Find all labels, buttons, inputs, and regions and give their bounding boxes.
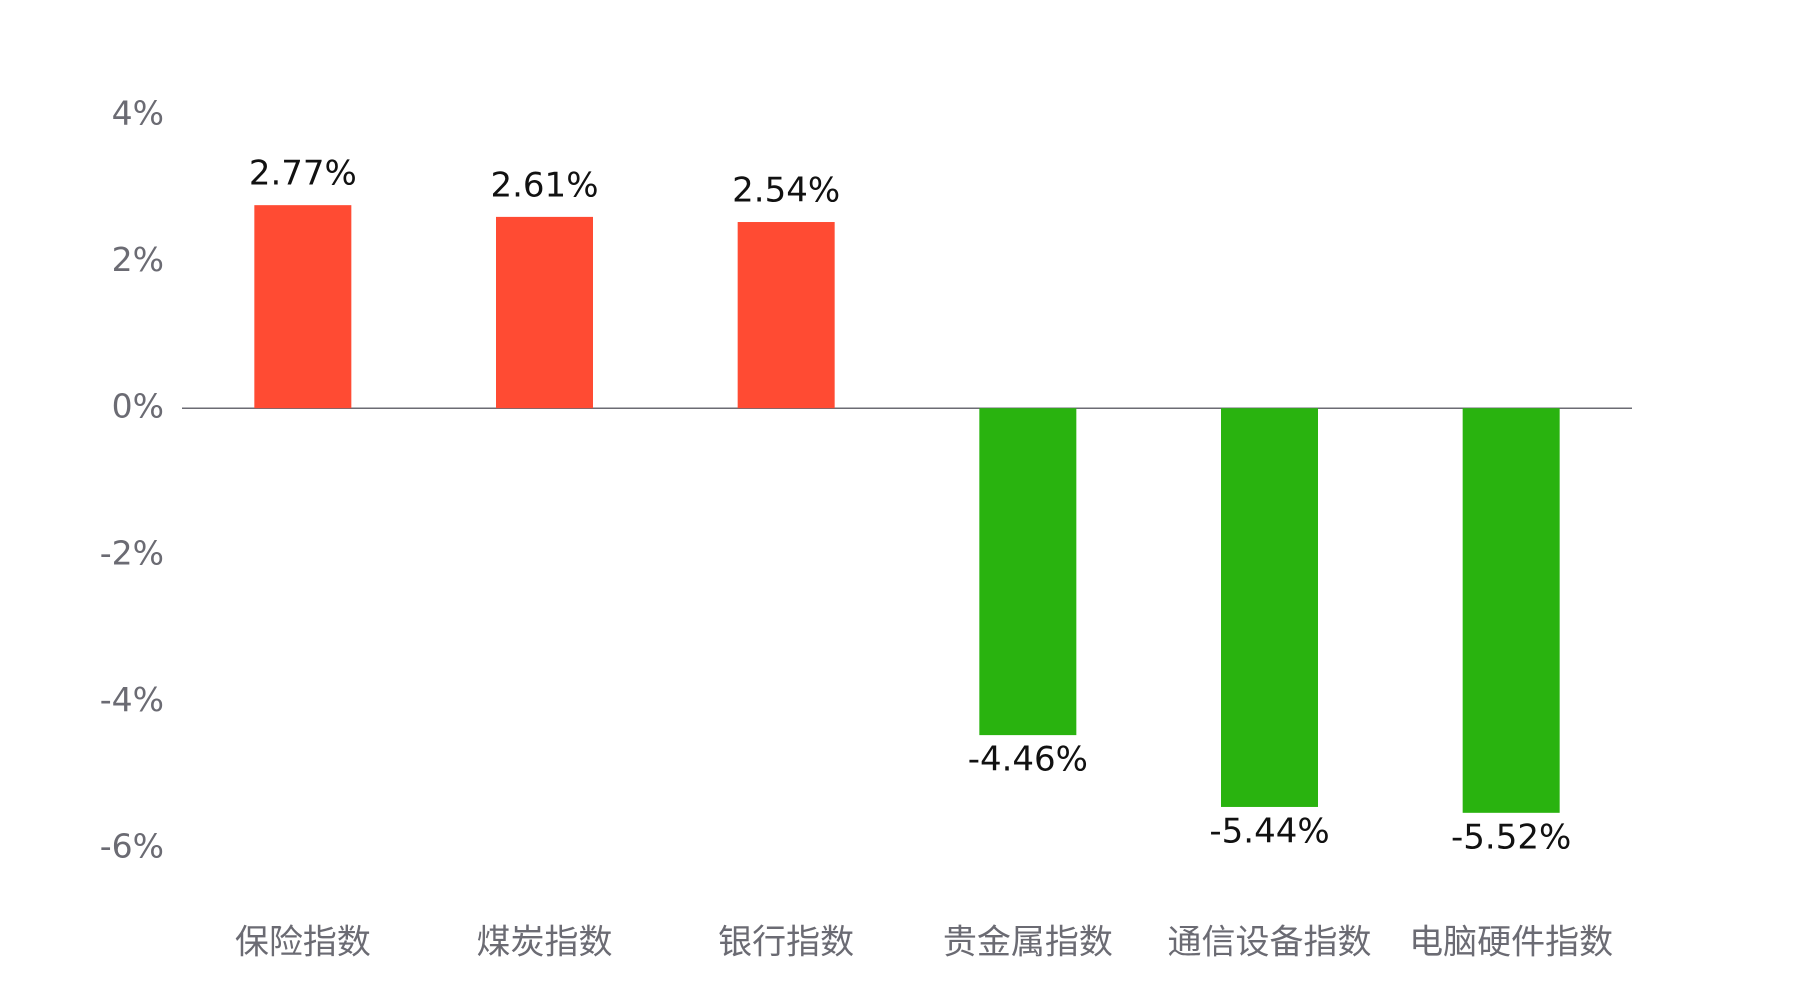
value-label: 2.61% (490, 165, 598, 205)
bar (979, 408, 1077, 736)
y-tick-label: 2% (112, 240, 164, 279)
bar (1221, 408, 1318, 807)
value-label: 2.54% (732, 171, 840, 211)
bar (737, 222, 835, 409)
value-label: -4.46% (968, 740, 1088, 780)
y-tick-label: -6% (100, 827, 164, 866)
y-tick-label: -2% (100, 533, 164, 572)
bar (254, 205, 352, 409)
y-tick-label: 0% (112, 387, 164, 426)
x-tick-label: 保险指数 (235, 923, 371, 963)
value-label: -5.44% (1209, 811, 1329, 851)
x-tick-label: 银行指数 (718, 923, 854, 963)
y-tick-label: -4% (100, 680, 164, 719)
value-label: -5.52% (1451, 817, 1571, 857)
x-tick-label: 煤炭指数 (477, 923, 613, 963)
value-label: 2.77% (249, 154, 357, 194)
x-tick-label: 电脑硬件指数 (1409, 923, 1613, 963)
bar (496, 216, 593, 409)
x-tick-label: 通信设备指数 (1168, 923, 1372, 963)
bar (1462, 408, 1560, 813)
y-tick-label: 4% (112, 94, 164, 133)
x-tick-label: 贵金属指数 (943, 923, 1113, 963)
